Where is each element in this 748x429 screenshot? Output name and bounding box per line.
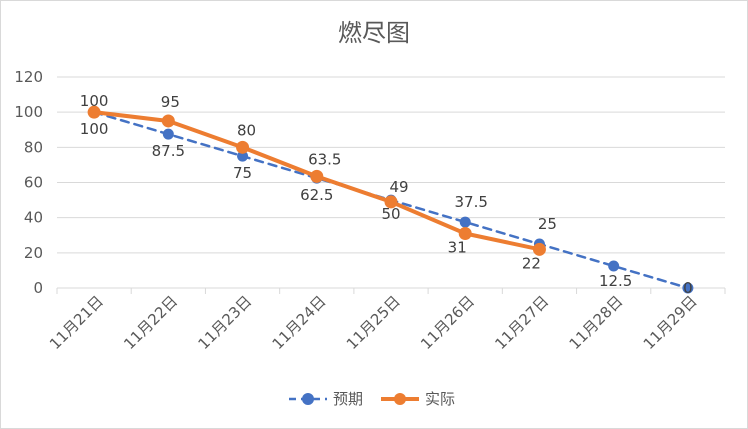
y-tick-label: 80 [24,138,43,156]
x-tick-label: 11月22日 [120,292,181,353]
actual-point [161,114,175,128]
actual-data-label: 63.5 [308,150,341,168]
expected-data-label: 25 [538,215,557,233]
x-tick-label: 11月24日 [269,292,330,353]
series [87,105,694,294]
expected-data-label: 12.5 [599,272,632,290]
actual-data-label: 49 [389,178,408,196]
actual-data-label: 100 [80,92,109,110]
legend-label: 实际 [425,390,455,408]
expected-data-label: 100 [80,120,109,138]
chart-title: 燃尽图 [338,19,410,47]
x-tick-label: 11月29日 [640,292,701,353]
actual-point [532,242,546,256]
expected-point [682,282,694,294]
expected-data-label: 37.5 [455,193,488,211]
expected-point [162,128,174,140]
actual-data-label: 95 [161,93,180,111]
actual-data-label: 31 [448,238,467,256]
actual-point [458,226,472,240]
y-tick-label: 20 [24,244,43,262]
expected-data-label: 50 [381,205,400,223]
expected-data-label: 62.5 [300,186,333,204]
expected-data-label: 87.5 [152,142,185,160]
expected-point [608,260,620,272]
expected-data-label: 75 [233,164,252,182]
y-tick-label: 0 [33,279,43,297]
actual-point [310,169,324,183]
x-tick-label: 11月21日 [46,292,107,353]
actual-point [87,105,101,119]
expected-data-label: 0 [683,279,693,297]
actual-data-label: 80 [237,121,256,139]
legend-swatch-marker [394,393,406,405]
y-tick-label: 120 [14,68,43,86]
data-labels: 100 87.5 75 62.5 50 37.5 25 12.5 0 100 95 80 63.5 49 3… [80,92,693,297]
x-tick-label: 11月26日 [417,292,478,353]
legend-swatch-marker [302,393,314,405]
expected-point [237,150,249,162]
legend: 预期 实际 [289,390,455,408]
x-tick-label: 11月27日 [491,292,552,353]
x-tick-label: 11月25日 [343,292,404,353]
x-tick-label: 11月28日 [566,292,627,353]
y-tick-label: 100 [14,103,43,121]
x-tick-label: 11月23日 [194,292,255,353]
actual-data-label: 22 [522,254,541,272]
y-tick-label: 40 [24,209,43,227]
actual-point [236,140,250,154]
expected-point [459,216,471,228]
actual-point [384,195,398,209]
legend-label: 预期 [333,390,363,408]
gridlines [57,76,725,289]
y-tick-label: 60 [24,174,43,192]
